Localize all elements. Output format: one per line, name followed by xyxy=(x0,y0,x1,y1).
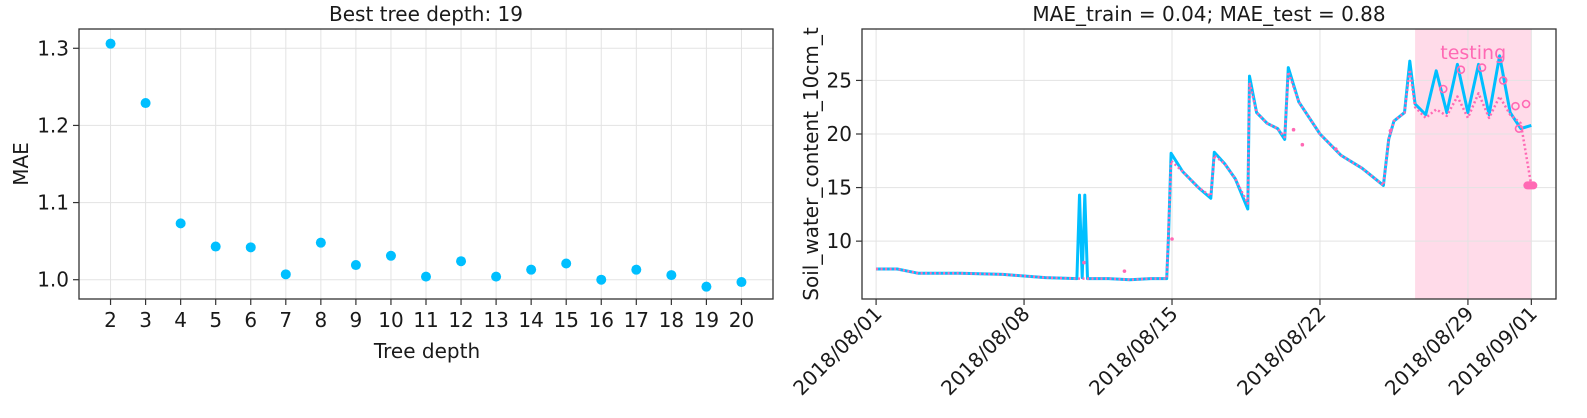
left-x-tick-label: 13 xyxy=(483,308,508,332)
left-y-tick-label: 1.0 xyxy=(37,268,69,292)
data-point xyxy=(421,271,431,282)
data-point xyxy=(561,258,572,269)
predicted-outlier-point xyxy=(1477,63,1487,72)
predicted-outlier-point xyxy=(1521,99,1531,109)
predicted-outlier-point xyxy=(1438,84,1448,94)
left-y-tick-label: 1.3 xyxy=(37,36,69,60)
left-chart: Best tree depth: 19 2 3 4 5 6 7 8 9 10 11 12 13 14 15… xyxy=(9,2,774,363)
data-point xyxy=(280,269,291,280)
left-x-tick-label: 6 xyxy=(244,308,257,332)
left-x-axis-label: Tree depth xyxy=(373,339,480,363)
data-point xyxy=(210,241,221,252)
left-x-tick-label: 11 xyxy=(413,308,438,332)
data-point xyxy=(491,271,502,282)
predicted-outlier-point xyxy=(1388,128,1393,133)
left-x-tick-label: 17 xyxy=(624,308,649,332)
data-point xyxy=(175,218,186,229)
predicted-outlier-point xyxy=(1291,127,1296,132)
right-y-tick-label: 15 xyxy=(827,176,852,200)
left-x-tick-label: 19 xyxy=(694,308,719,332)
predicted-outlier-point xyxy=(1082,260,1086,265)
data-point xyxy=(385,250,396,261)
predicted-outlier-point xyxy=(1300,142,1305,147)
predicted-outlier-point xyxy=(1334,147,1338,151)
data-point xyxy=(736,277,747,288)
data-point xyxy=(140,98,151,109)
left-chart-title: Best tree depth: 19 xyxy=(329,2,523,26)
left-x-tick-label: 9 xyxy=(350,308,363,332)
right-x-tick-label: 2018/08/08 xyxy=(936,302,1034,400)
left-x-tick-label: 7 xyxy=(279,308,292,332)
right-y-tick-label: 10 xyxy=(827,229,852,253)
left-x-tick-label: 5 xyxy=(209,308,222,332)
data-point xyxy=(596,274,607,285)
left-x-tick-label: 12 xyxy=(448,308,473,332)
series-observed-line xyxy=(876,54,1532,282)
predicted-outlier-point xyxy=(1511,101,1520,111)
series-predicted-line xyxy=(876,68,1533,281)
testing-region xyxy=(1415,29,1532,299)
data-point xyxy=(526,264,537,275)
left-gridlines xyxy=(79,29,773,299)
left-x-tick-label: 18 xyxy=(659,308,684,332)
left-x-tick-label: 16 xyxy=(589,308,614,332)
right-y-axis-label: Soil_water_content_10cm_t xyxy=(799,27,823,301)
left-x-tick-label: 4 xyxy=(174,308,187,332)
testing-region-label: testing xyxy=(1440,42,1506,64)
right-y-tick-label: 25 xyxy=(827,68,852,92)
left-y-tick-label: 1.1 xyxy=(37,191,69,215)
left-x-tick-label: 10 xyxy=(378,308,403,332)
left-x-tick-label: 8 xyxy=(314,308,327,332)
right-chart: MAE_train = 0.04; MAE_test = 0.88 testin… xyxy=(788,2,1557,400)
data-point xyxy=(701,281,712,292)
data-point xyxy=(245,242,256,253)
right-x-tick-label: 2018/08/01 xyxy=(788,302,886,400)
right-x-tick-label: 2018/08/22 xyxy=(1232,302,1330,400)
data-point xyxy=(315,237,326,248)
series-predicted-outliers xyxy=(1082,63,1538,273)
left-data-points xyxy=(105,38,747,292)
predicted-outlier-point xyxy=(1122,269,1127,273)
right-plot-frame xyxy=(861,28,1557,300)
left-x-tick-label: 3 xyxy=(139,308,152,332)
left-x-tick-label: 14 xyxy=(518,308,543,332)
left-x-tick-label: 15 xyxy=(553,308,578,332)
left-y-axis-label: MAE xyxy=(9,142,33,186)
right-y-tick-label: 20 xyxy=(827,122,852,146)
right-gridlines xyxy=(862,29,1556,299)
data-point xyxy=(666,270,677,281)
data-point xyxy=(105,38,116,49)
left-y-tick-label: 1.2 xyxy=(37,113,69,137)
data-point xyxy=(631,264,642,275)
right-chart-title: MAE_train = 0.04; MAE_test = 0.88 xyxy=(1032,2,1385,26)
predicted-outlier-point xyxy=(1498,76,1508,85)
left-x-tick-label: 20 xyxy=(729,308,754,332)
predicted-end-cluster xyxy=(1523,181,1538,190)
data-point xyxy=(456,256,467,267)
predicted-outlier-point xyxy=(1514,124,1524,133)
right-x-tick-label: 2018/08/15 xyxy=(1084,302,1182,400)
left-x-tick-label: 2 xyxy=(104,308,117,332)
predicted-outlier-point xyxy=(1170,237,1174,241)
predicted-outlier-point xyxy=(1456,65,1466,75)
data-point xyxy=(350,260,361,271)
left-ticks: 2 3 4 5 6 7 8 9 10 11 12 13 14 15 16 17 18 19 20 1.0 1.1 1.2 1… xyxy=(37,36,754,332)
